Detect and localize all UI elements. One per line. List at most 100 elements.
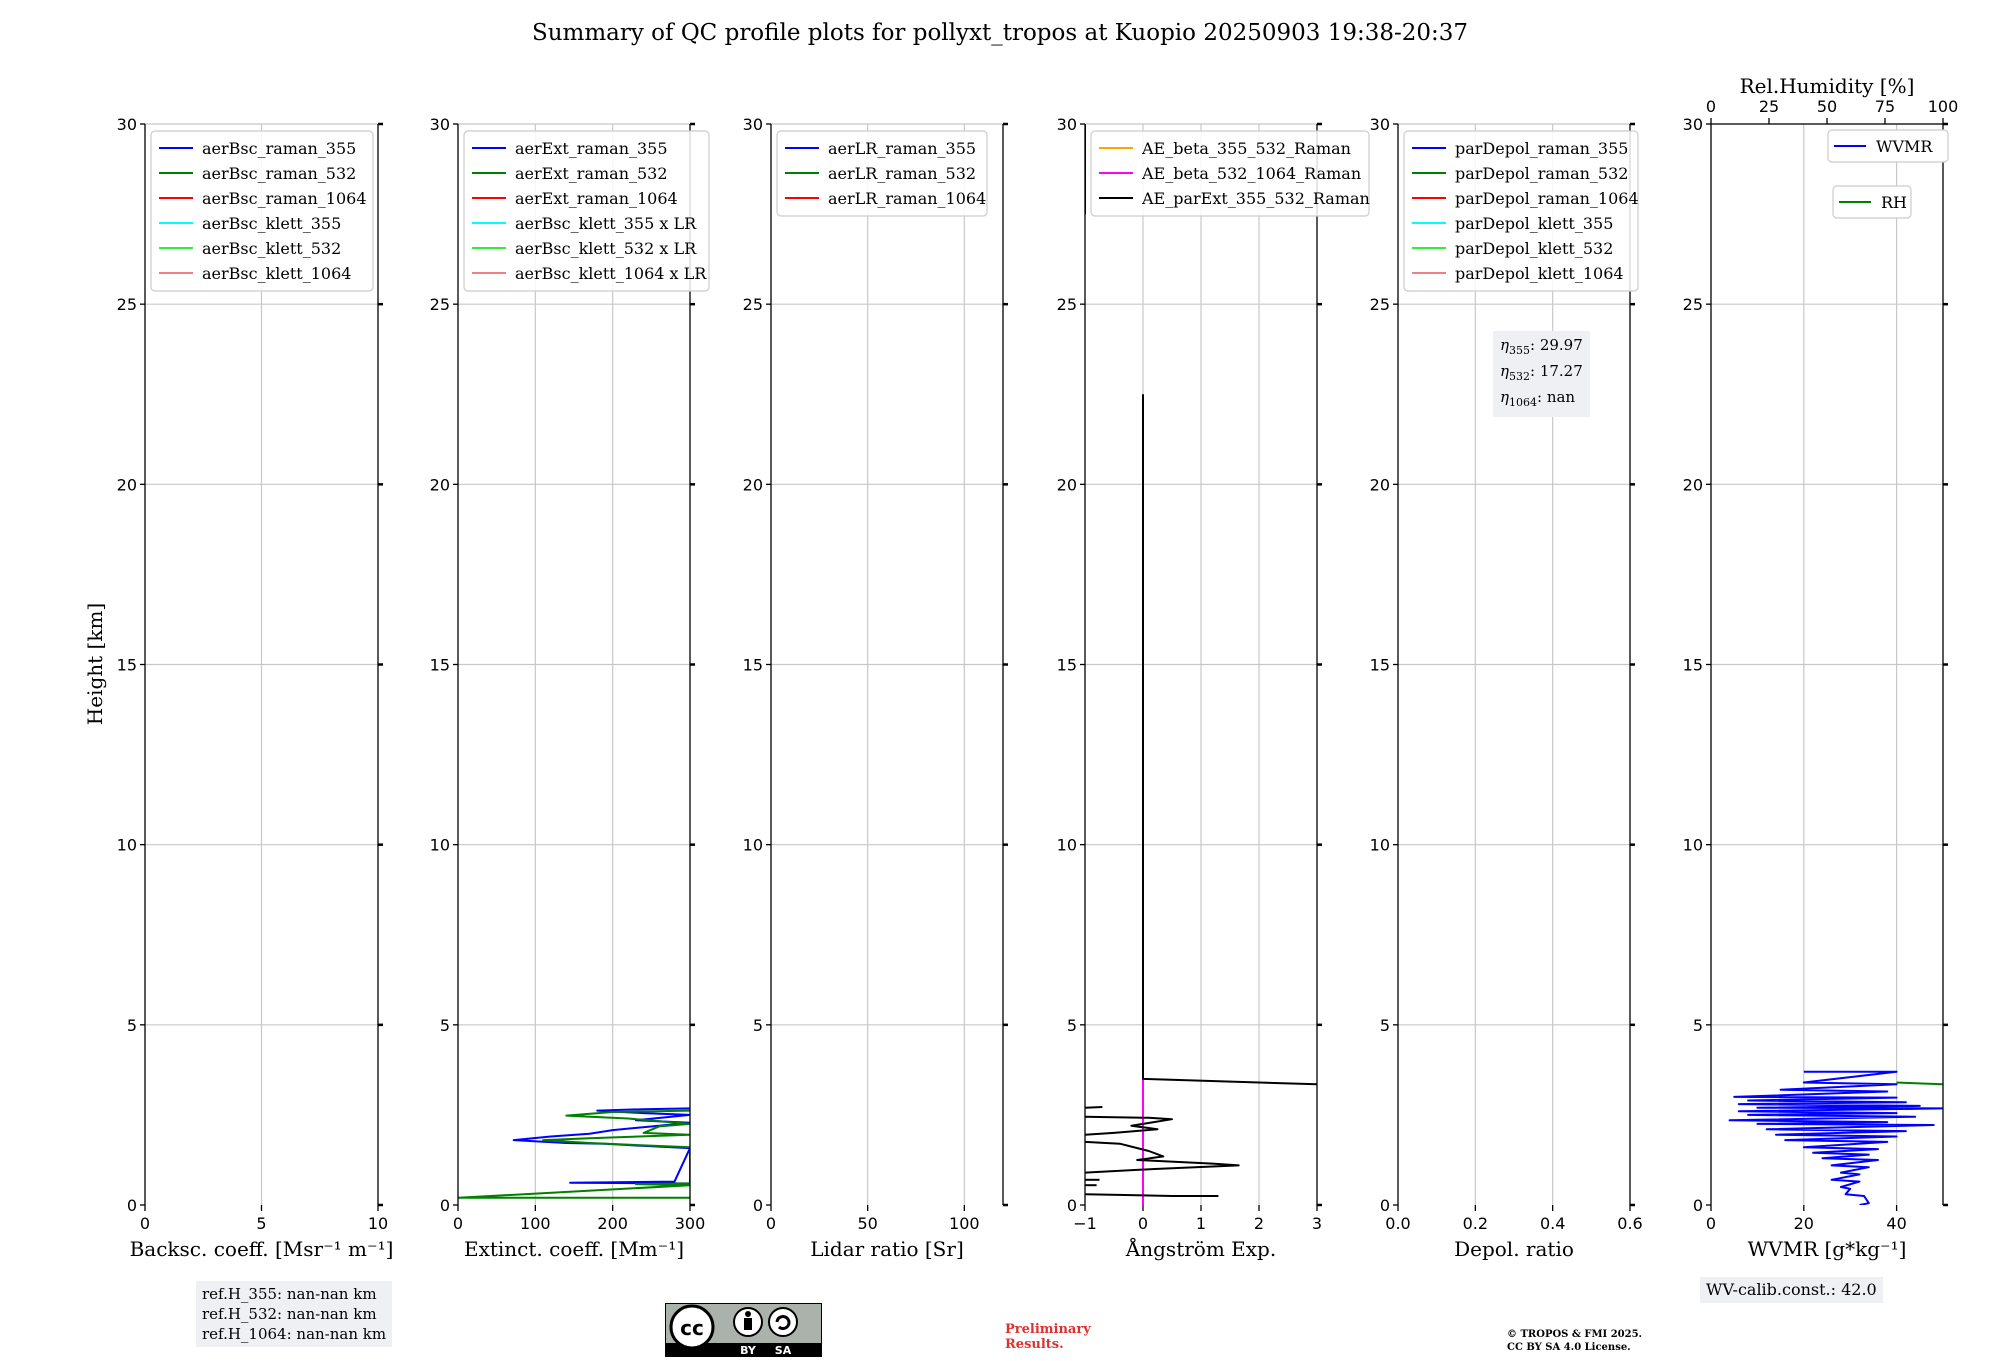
x-tick-label: 50 (857, 1214, 877, 1233)
top-x-tick-label: 0 (1706, 97, 1716, 116)
y-tick-label: 5 (127, 1016, 137, 1035)
legend-label: parDepol_klett_355 (1455, 214, 1613, 233)
wv-calib-box: WV-calib.const.: 42.0 (1700, 1277, 1883, 1303)
ref-height-box: ref.H_355: nan-nan km ref.H_532: nan-nan… (196, 1281, 393, 1347)
x-tick-label: 2 (1254, 1214, 1264, 1233)
y-tick-label: 15 (1683, 656, 1703, 675)
svg-text:cc: cc (680, 1316, 704, 1340)
plot-area (1085, 124, 1317, 1205)
legend-label: aerBsc_klett_532 x LR (515, 239, 697, 258)
eta-355: η355: 29.97 (1500, 336, 1583, 357)
preliminary-line-2: Results. (1005, 1337, 1064, 1352)
series-ae-parext-355-532-raman (1085, 1106, 1103, 1109)
y-tick-label: 15 (117, 656, 137, 675)
legend-label: parDepol_raman_532 (1455, 164, 1628, 183)
x-tick-label: 5 (256, 1214, 266, 1233)
x-axis-label: Depol. ratio (1454, 1237, 1574, 1261)
top-x-tick-label: 75 (1875, 97, 1895, 116)
panel-depol: 0 5 10 15 20 25 30 0.0 0.2 0.4 0.6 Depol. ratio parD… (1370, 115, 1643, 1261)
y-tick-label: 10 (430, 836, 450, 855)
series-aerext-raman-532 (458, 1109, 690, 1199)
top-x-tick-label: 25 (1759, 97, 1779, 116)
y-tick-label: 5 (1067, 1016, 1077, 1035)
y-tick-label: 25 (743, 295, 763, 314)
x-tick-label: 0 (1706, 1214, 1716, 1233)
y-tick-label: 5 (1380, 1016, 1390, 1035)
copyright-line-1: © TROPOS & FMI 2025. (1507, 1329, 1643, 1340)
y-tick-label: 0 (1693, 1196, 1703, 1215)
legend-label: aerLR_raman_532 (828, 164, 976, 183)
top-x-axis-label: Rel.Humidity [%] (1740, 74, 1915, 98)
preliminary-note: Preliminary Results. (1005, 1322, 1091, 1352)
legend-label: AE_beta_355_532_Raman (1141, 139, 1351, 158)
y-tick-label: 25 (1683, 295, 1703, 314)
legend-label: aerBsc_raman_532 (202, 164, 356, 183)
y-tick-label: 25 (430, 295, 450, 314)
y-tick-label: 5 (753, 1016, 763, 1035)
y-axis-label: Height [km] (83, 603, 107, 725)
y-tick-label: 0 (127, 1196, 137, 1215)
y-tick-label: 20 (1370, 475, 1390, 494)
legend: aerLR_raman_355 aerLR_raman_532 aerLR_rama… (776, 130, 988, 217)
x-axis-label: Extinct. coeff. [Mm⁻¹] (464, 1237, 684, 1261)
y-tick-label: 30 (430, 115, 450, 134)
x-axis-label: Lidar ratio [Sr] (810, 1237, 964, 1261)
copyright-note: © TROPOS & FMI 2025. CC BY SA 4.0 Licens… (1507, 1328, 1642, 1354)
eta-box: η355: 29.97 η532: 17.27 η1064: nan (1493, 331, 1590, 417)
series-rh (1896, 1081, 1943, 1086)
y-tick-label: 15 (430, 656, 450, 675)
eta-1064: η1064: nan (1500, 388, 1576, 409)
copyright-line-2: CC BY SA 4.0 License. (1507, 1342, 1631, 1353)
legend: parDepol_raman_355 parDepol_raman_532 parD… (1403, 130, 1639, 292)
x-tick-label: 200 (597, 1214, 628, 1233)
y-tick-label: 5 (1693, 1016, 1703, 1035)
eta-532: η532: 17.27 (1500, 362, 1583, 383)
legend-label: aerBsc_klett_355 x LR (515, 214, 697, 233)
legend-wvmr: WVMR (1827, 129, 1949, 163)
top-x-tick-label: 50 (1817, 97, 1837, 116)
legend: aerBsc_raman_355 aerBsc_raman_532 aerBsc_r… (150, 130, 374, 292)
legend-label: aerBsc_raman_1064 (202, 189, 367, 208)
x-tick-label: 0.6 (1617, 1214, 1642, 1233)
plot-area (458, 1107, 690, 1199)
x-tick-label: 10 (368, 1214, 388, 1233)
ref-height-532: ref.H_532: nan-nan km (202, 1305, 377, 1323)
series-ae-parext-355-532-raman (1085, 1115, 1173, 1136)
legend-frame (776, 130, 988, 217)
panel-lr: 0 5 10 15 20 25 30 0 50 100 Lidar ratio [Sr] aerLR_… (743, 115, 1008, 1261)
legend-frame (1090, 130, 1370, 217)
legend-frame (150, 130, 374, 292)
legend-label: parDepol_klett_532 (1455, 239, 1613, 258)
legend-label: AE_parExt_355_532_Raman (1141, 189, 1370, 208)
legend: aerExt_raman_355 aerExt_raman_532 aerExt_r… (463, 130, 710, 292)
y-tick-label: 10 (1683, 836, 1703, 855)
x-tick-label: 0.2 (1463, 1214, 1488, 1233)
y-tick-label: 15 (743, 656, 763, 675)
y-tick-label: 10 (743, 836, 763, 855)
top-x-tick-label: 100 (1928, 97, 1959, 116)
x-tick-label: 0 (140, 1214, 150, 1233)
legend-label: aerExt_raman_355 (515, 139, 668, 158)
legend-label: parDepol_raman_1064 (1455, 189, 1639, 208)
wv-calib-text: WV-calib.const.: 42.0 (1706, 1280, 1877, 1299)
legend-frame (463, 130, 710, 292)
legend-label: parDepol_raman_355 (1455, 139, 1628, 158)
y-tick-label: 20 (743, 475, 763, 494)
ref-height-1064: ref.H_1064: nan-nan km (202, 1325, 387, 1343)
y-tick-label: 5 (440, 1016, 450, 1035)
series-ae-parext-355-532-raman (1142, 394, 1317, 1086)
x-tick-label: 0.4 (1540, 1214, 1565, 1233)
series-ae-parext-355-532-raman (1085, 1140, 1240, 1174)
x-tick-label: 1 (1196, 1214, 1206, 1233)
legend-label: RH (1881, 193, 1907, 212)
legend-frame (1827, 129, 1949, 163)
x-tick-label: 0 (766, 1214, 776, 1233)
cc-license-badge: cc BY SA (665, 1303, 822, 1361)
cc-by-sa-icon: cc BY SA (665, 1303, 822, 1357)
y-tick-label: 10 (117, 836, 137, 855)
legend-label: parDepol_klett_1064 (1455, 264, 1624, 283)
legend-label: aerLR_raman_355 (828, 139, 976, 158)
